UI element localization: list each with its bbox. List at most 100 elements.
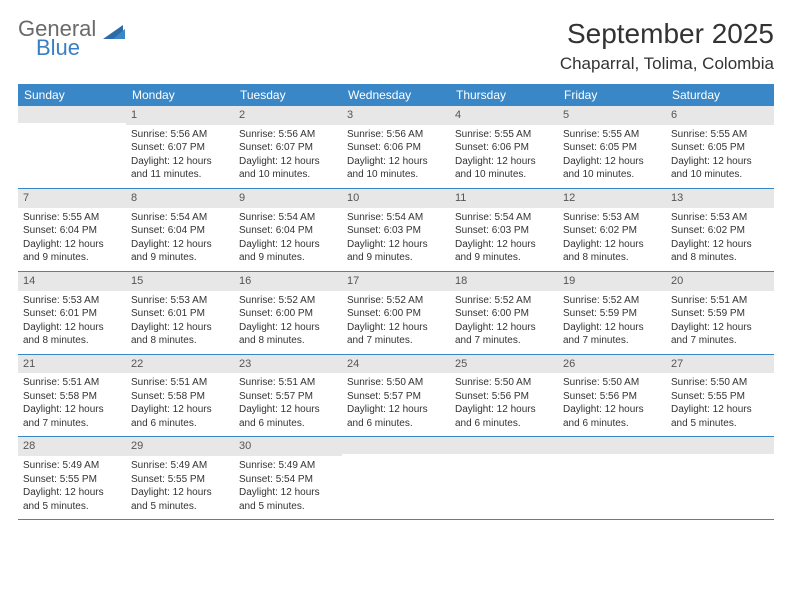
calendar-cell: 11Sunrise: 5:54 AMSunset: 6:03 PMDayligh…	[450, 189, 558, 271]
calendar-cell: 3Sunrise: 5:56 AMSunset: 6:06 PMDaylight…	[342, 106, 450, 188]
sunset-text: Sunset: 6:04 PM	[131, 224, 229, 238]
sunrise-text: Sunrise: 5:54 AM	[131, 211, 229, 225]
day-body: Sunrise: 5:52 AMSunset: 6:00 PMDaylight:…	[239, 294, 337, 348]
day-body: Sunrise: 5:49 AMSunset: 5:55 PMDaylight:…	[131, 459, 229, 513]
title-block: September 2025 Chaparral, Tolima, Colomb…	[560, 18, 774, 74]
sunrise-text: Sunrise: 5:49 AM	[23, 459, 121, 473]
day-number: 10	[342, 189, 450, 208]
day-body: Sunrise: 5:50 AMSunset: 5:57 PMDaylight:…	[347, 376, 445, 430]
sunset-text: Sunset: 6:03 PM	[455, 224, 553, 238]
day-number: 28	[18, 437, 126, 456]
daylight-text: Daylight: 12 hours and 10 minutes.	[239, 155, 337, 182]
day-number: 17	[342, 272, 450, 291]
brand-logo: General Blue	[18, 18, 127, 59]
calendar-cell: 27Sunrise: 5:50 AMSunset: 5:55 PMDayligh…	[666, 355, 774, 437]
calendar-cell: 2Sunrise: 5:56 AMSunset: 6:07 PMDaylight…	[234, 106, 342, 188]
day-number: 21	[18, 355, 126, 374]
day-body: Sunrise: 5:55 AMSunset: 6:06 PMDaylight:…	[455, 128, 553, 182]
day-number: 1	[126, 106, 234, 125]
location: Chaparral, Tolima, Colombia	[560, 54, 774, 74]
daylight-text: Daylight: 12 hours and 8 minutes.	[131, 321, 229, 348]
sunset-text: Sunset: 6:06 PM	[347, 141, 445, 155]
sunset-text: Sunset: 5:55 PM	[131, 473, 229, 487]
day-body: Sunrise: 5:56 AMSunset: 6:06 PMDaylight:…	[347, 128, 445, 182]
sunset-text: Sunset: 5:58 PM	[131, 390, 229, 404]
dayname-row: Sunday Monday Tuesday Wednesday Thursday…	[18, 84, 774, 106]
sunrise-text: Sunrise: 5:55 AM	[455, 128, 553, 142]
sunrise-text: Sunrise: 5:54 AM	[239, 211, 337, 225]
day-number: 6	[666, 106, 774, 125]
day-number: 29	[126, 437, 234, 456]
day-number: 7	[18, 189, 126, 208]
sunset-text: Sunset: 5:55 PM	[23, 473, 121, 487]
calendar-week: 7 Sunrise: 5:55 AM Sunset: 6:04 PM Daylight…	[18, 189, 774, 272]
daylight-text: Daylight: 12 hours and 5 minutes.	[23, 486, 121, 513]
day-body: Sunrise: 5:50 AMSunset: 5:56 PMDaylight:…	[455, 376, 553, 430]
sunrise-text: Sunrise: 5:56 AM	[131, 128, 229, 142]
day-body: Sunrise: 5:51 AMSunset: 5:57 PMDaylight:…	[239, 376, 337, 430]
calendar-cell: 5Sunrise: 5:55 AMSunset: 6:05 PMDaylight…	[558, 106, 666, 188]
daylight-text: Daylight: 12 hours and 10 minutes.	[455, 155, 553, 182]
calendar-cell: 10Sunrise: 5:54 AMSunset: 6:03 PMDayligh…	[342, 189, 450, 271]
sunrise-text: Sunrise: 5:51 AM	[239, 376, 337, 390]
day-number: 4	[450, 106, 558, 125]
sunrise-text: Sunrise: 5:50 AM	[347, 376, 445, 390]
day-number: 8	[126, 189, 234, 208]
day-body: Sunrise: 5:55 AMSunset: 6:05 PMDaylight:…	[671, 128, 769, 182]
day-body: Sunrise: 5:53 AMSunset: 6:01 PMDaylight:…	[23, 294, 121, 348]
day-body: Sunrise: 5:54 AMSunset: 6:04 PMDaylight:…	[131, 211, 229, 265]
sunset-text: Sunset: 5:54 PM	[239, 473, 337, 487]
day-number: 26	[558, 355, 666, 374]
sunrise-text: Sunrise: 5:55 AM	[23, 211, 121, 225]
header-row: General Blue September 2025 Chaparral, T…	[18, 18, 774, 74]
daylight-text: Daylight: 12 hours and 8 minutes.	[23, 321, 121, 348]
sunrise-text: Sunrise: 5:52 AM	[347, 294, 445, 308]
sunset-text: Sunset: 6:05 PM	[671, 141, 769, 155]
day-body: Sunrise: 5:53 AMSunset: 6:01 PMDaylight:…	[131, 294, 229, 348]
sunrise-text: Sunrise: 5:52 AM	[239, 294, 337, 308]
daylight-text: Daylight: 12 hours and 9 minutes.	[23, 238, 121, 265]
calendar-cell: 28 Sunrise: 5:49 AMSunset: 5:55 PMDayligh…	[18, 437, 126, 519]
sunrise-text: Sunrise: 5:50 AM	[563, 376, 661, 390]
day-number	[342, 437, 450, 454]
sunrise-text: Sunrise: 5:50 AM	[455, 376, 553, 390]
sunrise-text: Sunrise: 5:56 AM	[347, 128, 445, 142]
sunset-text: Sunset: 6:07 PM	[131, 141, 229, 155]
calendar-cell: 4 Sunrise: 5:55 AMSunset: 6:06 PMDaylight…	[450, 106, 558, 188]
calendar-cell: 23Sunrise: 5:51 AMSunset: 5:57 PMDayligh…	[234, 355, 342, 437]
sunrise-text: Sunrise: 5:53 AM	[563, 211, 661, 225]
calendar-week: 14Sunrise: 5:53 AMSunset: 6:01 PMDayligh…	[18, 272, 774, 355]
dayname-sunday: Sunday	[18, 84, 126, 106]
day-body: Sunrise: 5:54 AMSunset: 6:03 PMDaylight:…	[455, 211, 553, 265]
sunrise-text: Sunrise: 5:50 AM	[671, 376, 769, 390]
calendar-cell: 30Sunrise: 5:49 AMSunset: 5:54 PMDayligh…	[234, 437, 342, 519]
sunrise-text: Sunrise: 5:56 AM	[239, 128, 337, 142]
day-body: Sunrise: 5:53 AMSunset: 6:02 PMDaylight:…	[563, 211, 661, 265]
calendar-cell: 14Sunrise: 5:53 AMSunset: 6:01 PMDayligh…	[18, 272, 126, 354]
day-body: Sunrise: 5:51 AMSunset: 5:59 PMDaylight:…	[671, 294, 769, 348]
daylight-text: Daylight: 12 hours and 8 minutes.	[239, 321, 337, 348]
daylight-text: Daylight: 12 hours and 6 minutes.	[455, 403, 553, 430]
day-number: 2	[234, 106, 342, 125]
sunset-text: Sunset: 6:02 PM	[563, 224, 661, 238]
calendar-cell: 20Sunrise: 5:51 AMSunset: 5:59 PMDayligh…	[666, 272, 774, 354]
dayname-saturday: Saturday	[666, 84, 774, 106]
dayname-wednesday: Wednesday	[342, 84, 450, 106]
calendar: Sunday Monday Tuesday Wednesday Thursday…	[18, 84, 774, 520]
day-number: 19	[558, 272, 666, 291]
sunset-text: Sunset: 6:01 PM	[131, 307, 229, 321]
dayname-tuesday: Tuesday	[234, 84, 342, 106]
daylight-text: Daylight: 12 hours and 6 minutes.	[563, 403, 661, 430]
calendar-cell: 15Sunrise: 5:53 AMSunset: 6:01 PMDayligh…	[126, 272, 234, 354]
sunset-text: Sunset: 5:59 PM	[671, 307, 769, 321]
calendar-cell: 26Sunrise: 5:50 AMSunset: 5:56 PMDayligh…	[558, 355, 666, 437]
calendar-cell-empty	[450, 437, 558, 519]
day-body: Sunrise: 5:52 AMSunset: 5:59 PMDaylight:…	[563, 294, 661, 348]
calendar-cell: 24Sunrise: 5:50 AMSunset: 5:57 PMDayligh…	[342, 355, 450, 437]
sunset-text: Sunset: 5:55 PM	[671, 390, 769, 404]
sunrise-text: Sunrise: 5:55 AM	[563, 128, 661, 142]
sunset-text: Sunset: 6:01 PM	[23, 307, 121, 321]
daylight-text: Daylight: 12 hours and 5 minutes.	[131, 486, 229, 513]
calendar-week: 1Sunrise: 5:56 AMSunset: 6:07 PMDaylight…	[18, 106, 774, 189]
sunset-text: Sunset: 6:04 PM	[239, 224, 337, 238]
